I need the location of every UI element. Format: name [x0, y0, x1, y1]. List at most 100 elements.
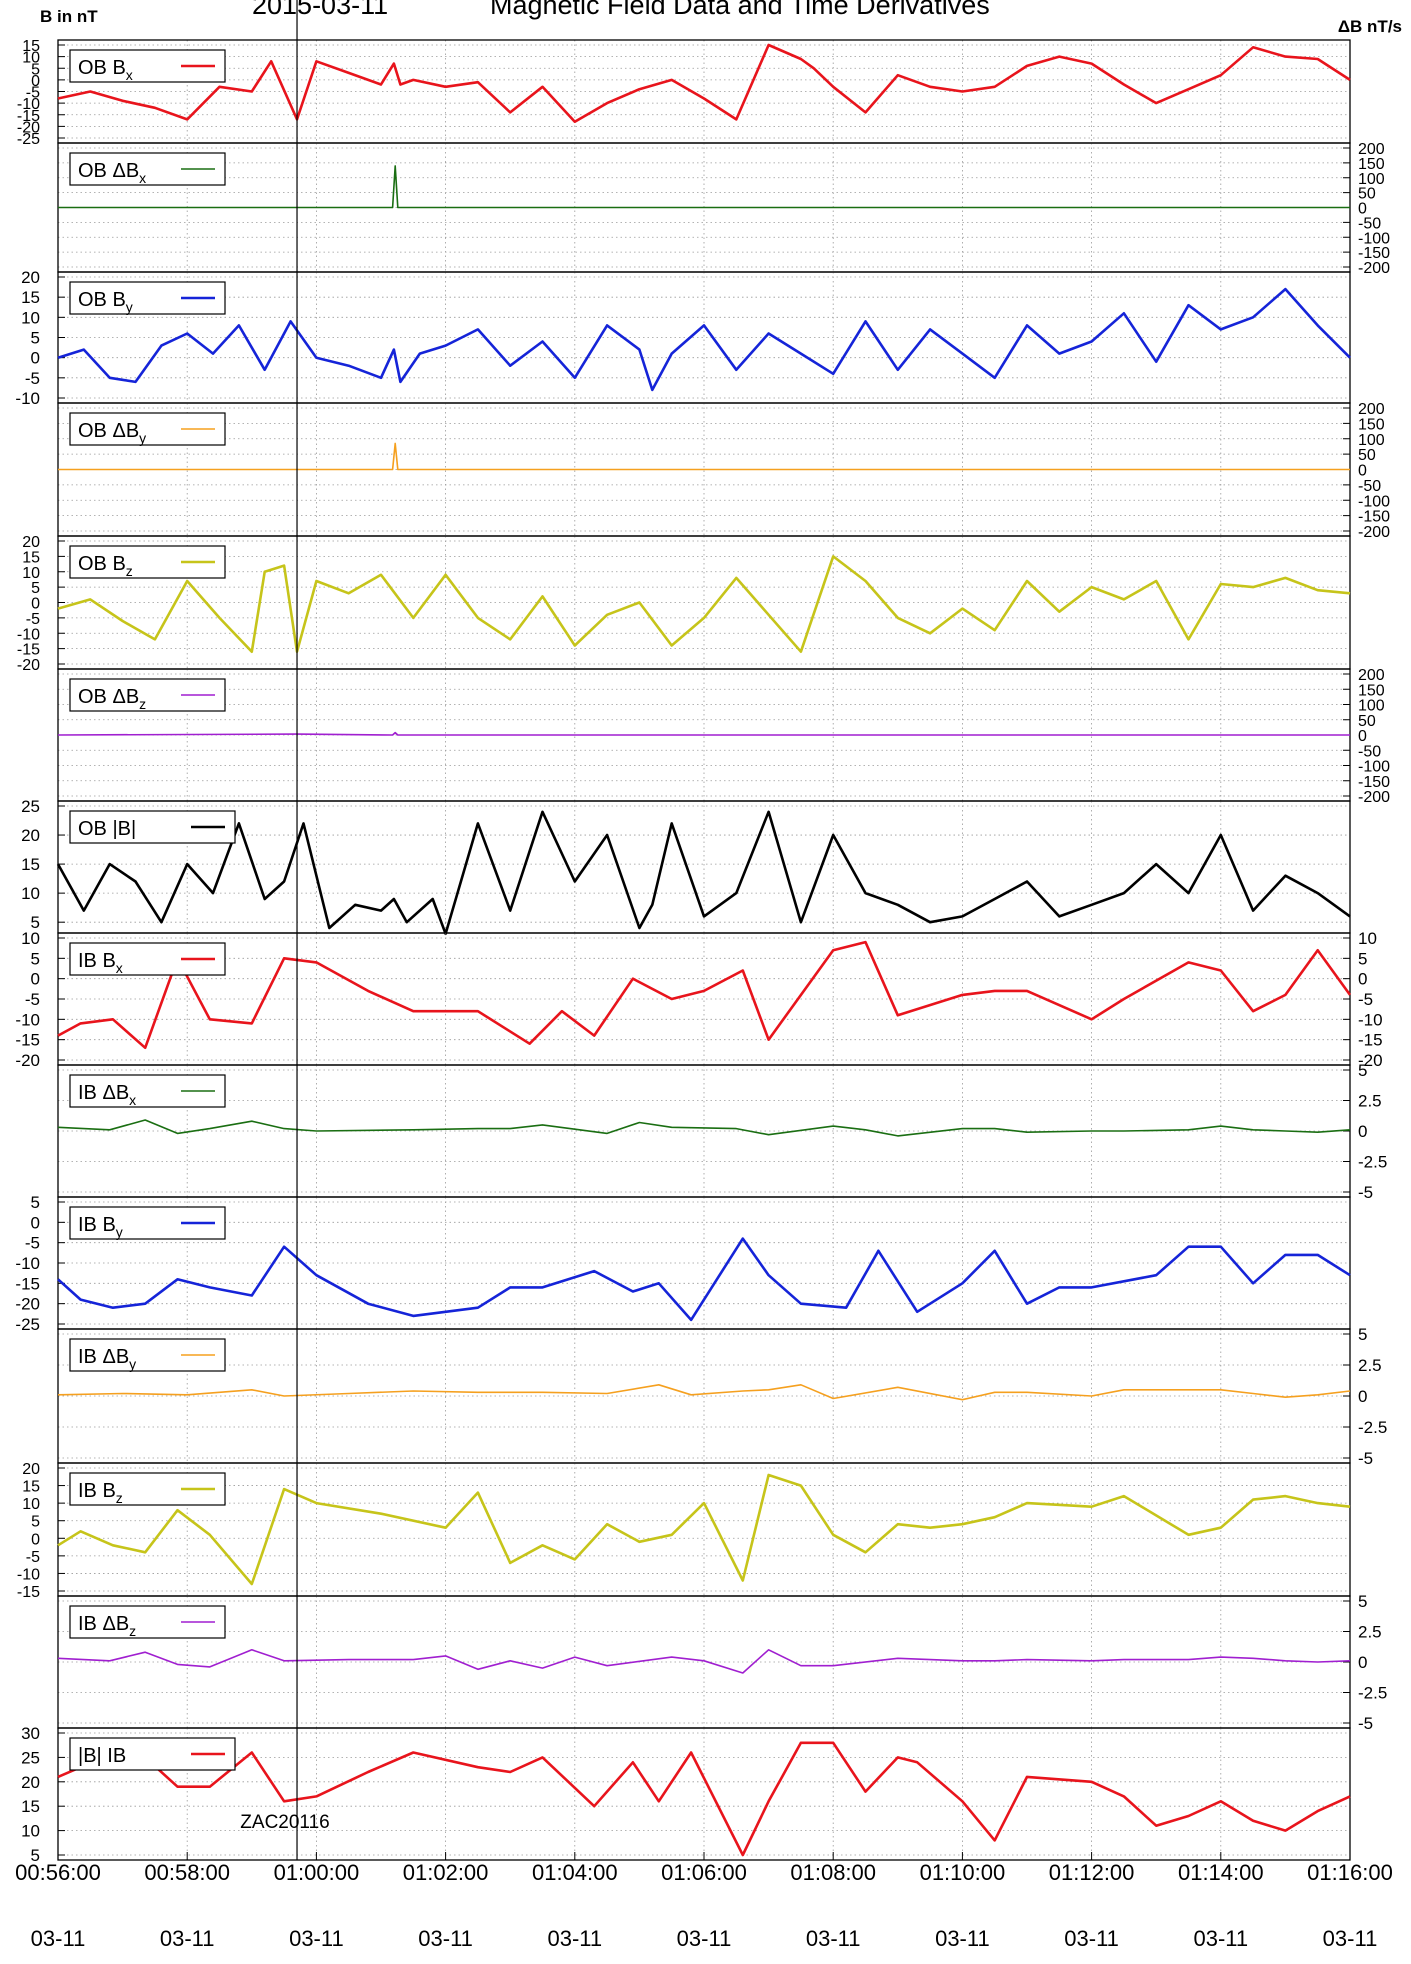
y-tick-label: 10: [21, 884, 40, 903]
y-tick-label: -150: [1358, 774, 1390, 791]
y-tick-label: 100: [1358, 171, 1385, 188]
y-tick-label: -10: [1358, 1010, 1383, 1029]
x-tick-label: 01:06:00: [661, 1860, 747, 1885]
right-axis-unit-label: ΔB nT/s: [1338, 17, 1402, 36]
x-tick-label: 00:58:00: [144, 1860, 230, 1885]
y-tick-label: -25: [15, 1315, 40, 1334]
y-tick-label: -50: [1358, 215, 1381, 232]
series-line: [57, 1119, 1351, 1137]
y-tick-label: 15: [21, 288, 40, 307]
y-tick-label: 15: [21, 855, 40, 874]
series-line: [57, 43, 1351, 123]
y-tick-label: -10: [17, 626, 40, 643]
y-tick-label: -200: [1358, 524, 1390, 541]
y-tick-label: -15: [17, 642, 40, 659]
y-tick-label: 0: [31, 970, 40, 989]
y-tick-label: 10: [22, 565, 40, 582]
y-tick-label: 150: [1358, 682, 1385, 699]
series-line: [57, 1237, 1351, 1322]
y-tick-label: 5: [31, 1193, 40, 1212]
y-tick-label: -5: [26, 1549, 40, 1566]
legend-label: OB |B|: [78, 818, 136, 840]
series-line: [57, 1649, 1351, 1674]
legend: IB By: [69, 1206, 226, 1240]
x-date-label: 03-11: [160, 1926, 215, 1951]
y-tick-label: -10: [17, 1566, 40, 1583]
y-tick-label: -15: [17, 108, 40, 125]
y-tick-label: 20: [21, 268, 40, 287]
x-date-label: 03-11: [1323, 1926, 1378, 1951]
y-tick-label: 10: [22, 50, 40, 67]
y-tick-label: 15: [22, 38, 40, 55]
chart-title: Magnetic Field Data and Time Derivatives: [490, 0, 990, 20]
legend: OB ΔBx: [69, 152, 226, 186]
y-tick-label: 0: [31, 73, 40, 90]
x-tick-label: 00:56:00: [15, 1860, 101, 1885]
y-tick-label: 0: [1358, 1653, 1367, 1672]
y-tick-label: 50: [1358, 447, 1376, 464]
y-tick-label: -20: [17, 657, 40, 674]
legend: IB ΔBx: [69, 1074, 226, 1108]
panel-10: 50 -5-10-15 -20-25 IB By: [15, 1193, 1351, 1334]
y-tick-label: 0: [31, 596, 40, 613]
y-tick-label: -100: [1358, 230, 1390, 247]
series-line: [56, 810, 1351, 936]
y-tick-label: 20: [22, 534, 40, 551]
legend-label: IB By: [78, 1214, 123, 1240]
y-tick-label: 5: [1358, 1325, 1367, 1344]
panel-13: 5 2.5 0 -2.5 -5 IB ΔBz: [57, 1592, 1387, 1733]
y-tick-label: 2.5: [1358, 1092, 1382, 1111]
y-tick-label: -20: [15, 1051, 40, 1070]
legend-label: OB By: [78, 289, 133, 315]
y-tick-label: 5: [31, 949, 40, 968]
y-tick-label: 5: [31, 580, 40, 597]
legend: OB Bz: [69, 545, 226, 579]
y-tick-label: -2.5: [1358, 1684, 1387, 1703]
y-tick-label: 200: [1358, 667, 1385, 684]
series-line: [58, 165, 1350, 209]
y-tick-label: -20: [1358, 1051, 1383, 1070]
x-date-label: 03-11: [418, 1926, 473, 1951]
legend: |B| IB: [69, 1737, 236, 1771]
x-tick-label: 01:12:00: [1049, 1860, 1135, 1885]
y-tick-label: 5: [1358, 1592, 1367, 1611]
y-tick-label: 5: [31, 1514, 40, 1531]
legend-label: IB Bz: [78, 1480, 123, 1506]
y-tick-label: -15: [17, 1584, 40, 1601]
y-tick-label: -5: [25, 990, 40, 1009]
y-tick-label: 10: [21, 308, 40, 327]
y-tick-label: 0: [1358, 1122, 1367, 1141]
y-tick-label: -10: [17, 96, 40, 113]
series-line: [57, 1473, 1351, 1586]
panel-7: 25 20 15 10 5 OB |B|: [21, 797, 1351, 936]
series-line: [57, 1384, 1351, 1401]
y-tick-label: 30: [21, 1724, 40, 1743]
legend: OB Bx: [69, 49, 226, 83]
y-tick-label: -10: [15, 389, 40, 408]
y-tick-label: 5: [31, 913, 40, 932]
legend-label: OB Bz: [78, 553, 133, 579]
series-line: [57, 731, 1350, 736]
x-tick-label: 01:04:00: [532, 1860, 618, 1885]
y-tick-label: 20: [21, 1773, 40, 1792]
y-tick-label: -5: [1358, 990, 1373, 1009]
x-tick-label: 01:00:00: [274, 1860, 360, 1885]
y-tick-label: -2.5: [1358, 1418, 1387, 1437]
x-date-label: 03-11: [547, 1926, 602, 1951]
y-tick-label: 20: [22, 1461, 40, 1478]
legend-label: IB ΔBy: [78, 1346, 136, 1372]
x-date-label: 03-11: [677, 1926, 732, 1951]
y-tick-label: -2.5: [1358, 1153, 1387, 1172]
series-line: [57, 555, 1351, 654]
y-tick-label: -5: [26, 611, 40, 628]
y-tick-label: -5: [1358, 1714, 1373, 1733]
y-tick-label: 100: [1358, 432, 1385, 449]
y-tick-label: 10: [1358, 929, 1377, 948]
legend: IB Bz: [69, 1472, 226, 1506]
x-axis: 00:56:00 03-11 00:58:00 03-11 01:00:00 03-11 0…: [15, 1852, 1393, 1951]
